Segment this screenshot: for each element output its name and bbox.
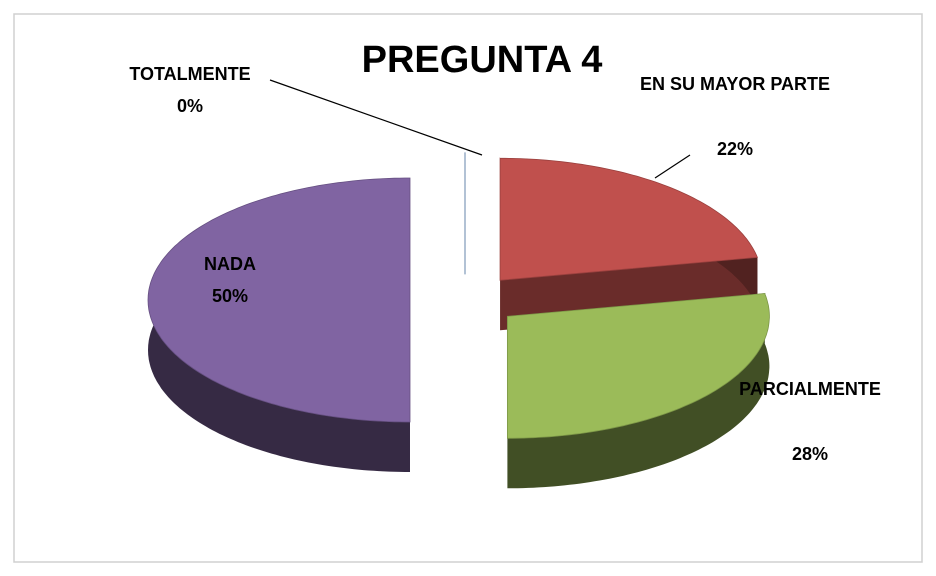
slice-side — [507, 293, 770, 489]
slice-value-label: 22% — [717, 139, 753, 159]
slice-value-label: 50% — [212, 286, 248, 306]
chart-title: PREGUNTA 4 — [362, 39, 603, 81]
leader-line — [269, 79, 483, 156]
leader-line — [654, 154, 691, 179]
slice-label: EN SU MAYOR PARTE — [640, 74, 830, 94]
slice — [499, 157, 758, 281]
slice — [506, 292, 770, 439]
slice — [147, 177, 411, 423]
pie — [147, 152, 770, 489]
slice-value-label: 0% — [177, 96, 203, 116]
slice-label: TOTALMENTE — [129, 64, 250, 84]
slice-value-label: 28% — [792, 444, 828, 464]
slice-label: NADA — [204, 254, 256, 274]
slice-label: PARCIALMENTE — [739, 379, 881, 399]
